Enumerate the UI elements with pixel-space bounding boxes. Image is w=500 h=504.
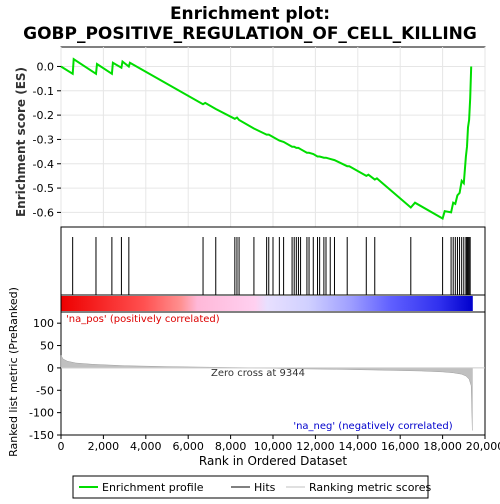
metric-x-tick-label: 18,000 — [423, 440, 462, 453]
metric-x-tick-label: 6,000 — [172, 440, 204, 453]
es-y-axis: 0.0 -0.1 -0.2 -0.3 -0.4 -0.5 -0.6 — [33, 60, 61, 219]
legend-hits-label: Hits — [254, 481, 276, 494]
metric-y-tick-label: -150 — [29, 429, 54, 442]
neg-correlated-label: 'na_neg' (negatively correlated) — [293, 421, 452, 432]
metric-y-tick-label: 50 — [40, 340, 54, 353]
metric-y-tick-label: 100 — [33, 317, 54, 330]
es-y-tick-label: -0.5 — [33, 182, 54, 195]
metric-x-axis-label: Rank in Ordered Dataset — [199, 454, 347, 468]
metric-y-tick-label: -100 — [29, 407, 54, 420]
metric-x-tick-label: 14,000 — [339, 440, 378, 453]
es-y-tick-label: -0.4 — [33, 158, 54, 171]
es-y-tick-label: -0.6 — [33, 206, 54, 219]
metric-y-tick-label: -50 — [36, 384, 54, 397]
metric-x-tick-label: 4,000 — [130, 440, 162, 453]
es-y-tick-label: -0.1 — [33, 85, 54, 98]
zero-cross-label: Zero cross at 9344 — [211, 368, 305, 379]
es-y-tick-label: 0.0 — [37, 60, 55, 73]
metric-y-tick-label: 0 — [47, 362, 54, 375]
metric-x-tick-label: 10,000 — [254, 440, 293, 453]
metric-x-tick-label: 2,000 — [88, 440, 120, 453]
metric-x-tick-label: 8,000 — [215, 440, 247, 453]
metric-y-axis: 100 50 0 -50 -100 -150 — [29, 317, 61, 442]
es-y-tick-label: -0.2 — [33, 109, 54, 122]
es-y-tick-label: -0.3 — [33, 133, 54, 146]
rank-gradient — [62, 296, 473, 311]
chart-title-line2: GOBP_POSITIVE_REGULATION_OF_CELL_KILLING — [23, 24, 477, 44]
pos-correlated-label: 'na_pos' (positively correlated) — [66, 314, 220, 325]
metric-x-tick-label: 12,000 — [296, 440, 335, 453]
legend-enrichment-label: Enrichment profile — [102, 481, 204, 494]
metric-y-axis-label: Ranked list metric (PreRanked) — [7, 287, 20, 457]
metric-x-tick-label: 20,000 — [466, 440, 500, 453]
metric-x-tick-label: 0 — [58, 440, 65, 453]
legend-ranking-label: Ranking metric scores — [309, 481, 431, 494]
es-y-axis-label: Enrichment score (ES) — [14, 67, 28, 217]
chart-title-line1: Enrichment plot: — [170, 4, 330, 24]
metric-x-tick-label: 16,000 — [381, 440, 420, 453]
